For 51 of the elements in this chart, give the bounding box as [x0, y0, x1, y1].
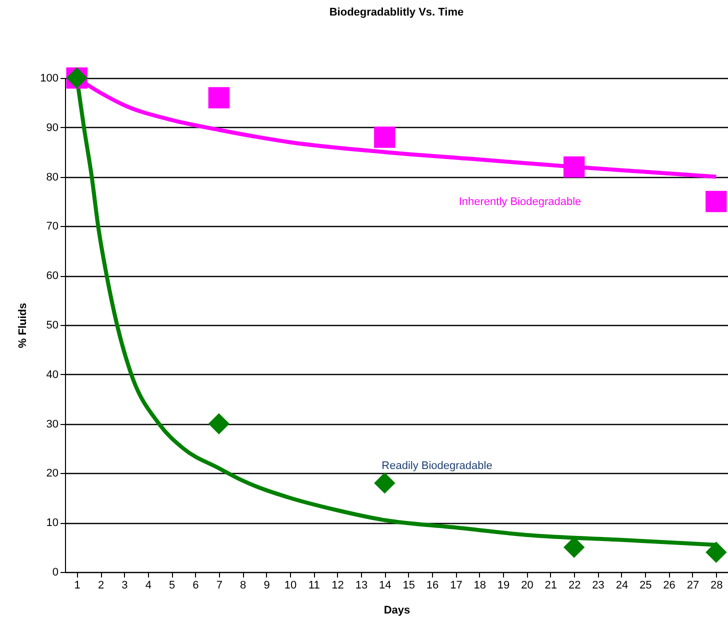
point: [374, 126, 396, 148]
point: [208, 87, 230, 108]
x-tick-label: 20: [521, 580, 534, 592]
annotation: Inherently Biodegradable: [458, 196, 582, 208]
x-tick-label: 19: [497, 580, 510, 592]
x-tick-label: 11: [308, 580, 320, 592]
x-tick-label: 3: [122, 580, 128, 592]
y-tick-label: 30: [46, 418, 58, 430]
x-axis-title: Days: [384, 604, 410, 616]
point: [706, 542, 727, 563]
point: [374, 472, 396, 494]
x-tick-label: 13: [355, 580, 368, 592]
x-tick-label: 8: [240, 580, 246, 592]
y-tick-label: 50: [46, 320, 58, 332]
x-tick-label: 2: [98, 580, 104, 592]
x-tick-label: 12: [332, 580, 344, 592]
annotation: Readily Biodegradable: [382, 460, 492, 472]
y-tick-label: 80: [46, 171, 58, 184]
x-tick-label: 6: [192, 580, 199, 592]
x-tick-label: 26: [663, 580, 676, 592]
x-tick-label: 22: [568, 580, 581, 592]
x-tick-label: 5: [168, 580, 176, 592]
x-tick-label: 21: [544, 580, 558, 592]
point: [706, 190, 727, 212]
y-tick-label: 10: [46, 517, 58, 530]
point: [208, 413, 230, 434]
x-tick-label: 4: [145, 580, 152, 592]
x-tick-label: 16: [426, 580, 439, 592]
x-tick-label: 1: [74, 580, 80, 592]
y-axis-title: % Fluids: [17, 302, 30, 348]
x-tick-label: 28: [710, 580, 723, 592]
x-tick-label: 9: [264, 580, 270, 592]
x-tick-label: 23: [592, 580, 604, 592]
x-tick-label: 18: [474, 580, 486, 592]
y-tick-label: 40: [46, 368, 58, 381]
x-tick-label: 24: [616, 580, 628, 592]
point: [563, 156, 585, 178]
chart-title: Biodegradablitly Vs. Time: [329, 6, 464, 18]
y-tick-label: 100: [40, 72, 58, 84]
x-tick-label: 7: [216, 580, 222, 592]
x-tick-label: 27: [686, 580, 700, 592]
x-tick-label: 17: [450, 580, 462, 592]
y-tick-label: 70: [46, 220, 58, 233]
y-tick-label: 60: [46, 270, 58, 282]
x-tick-label: 25: [640, 580, 652, 592]
x-tick-label: 10: [284, 580, 297, 592]
x-tick-label: 15: [402, 580, 415, 592]
y-tick-label: 20: [46, 468, 58, 480]
y-tick-label: 0: [52, 566, 58, 578]
y-tick-label: 90: [46, 122, 58, 134]
x-tick-label: 14: [379, 580, 392, 592]
